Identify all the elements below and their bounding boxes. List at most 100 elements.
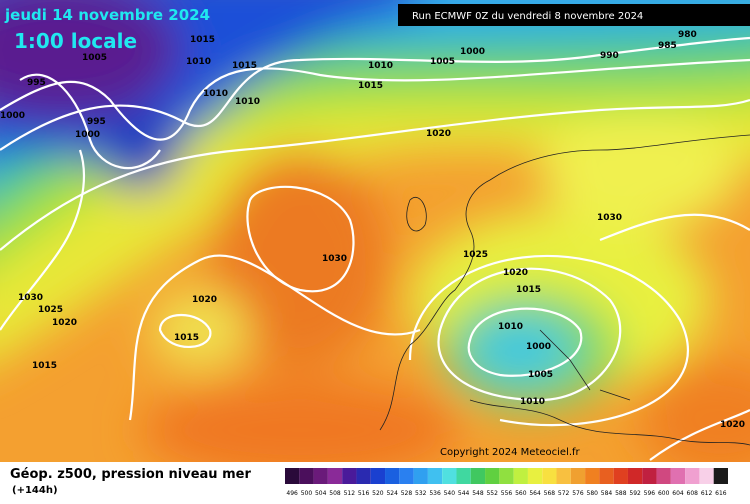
color-swatch xyxy=(327,468,343,484)
color-swatch xyxy=(456,468,471,484)
scale-label: 588 xyxy=(615,490,627,497)
color-swatch xyxy=(699,468,714,484)
scale-label: 532 xyxy=(415,490,427,497)
isobar-label: 1020 xyxy=(720,420,745,430)
isobar-label: 1015 xyxy=(358,81,383,91)
isobar-label: 1000 xyxy=(0,111,25,121)
scale-label: 504 xyxy=(315,490,327,497)
color-swatch xyxy=(685,468,700,484)
time: 1:00 locale xyxy=(14,29,137,53)
isobar-label: 1020 xyxy=(426,129,451,139)
scale-label: 600 xyxy=(658,490,670,497)
scale-label: 560 xyxy=(515,490,527,497)
isobar-label: 1000 xyxy=(460,47,485,57)
isobar-label: 1015 xyxy=(190,35,215,45)
color-swatch xyxy=(713,468,728,484)
color-swatch xyxy=(370,468,386,484)
date: jeudi 14 novembre 2024 xyxy=(4,6,210,24)
scale-label: 520 xyxy=(372,490,384,497)
isobar-label: 980 xyxy=(678,30,697,40)
scale-label: 604 xyxy=(672,490,684,497)
scale-label: 572 xyxy=(558,490,570,497)
color-swatch xyxy=(499,468,514,484)
color-swatch xyxy=(470,468,486,484)
scale-label: 512 xyxy=(344,490,356,497)
isobar-label: 1000 xyxy=(526,342,551,352)
scale-label: 568 xyxy=(544,490,556,497)
color-swatch xyxy=(513,468,528,484)
color-swatch xyxy=(542,468,557,484)
isobar-label: 1020 xyxy=(503,268,528,278)
scale-label: 592 xyxy=(629,490,641,497)
isobar-label: 1010 xyxy=(203,89,228,99)
color-swatch xyxy=(627,468,643,484)
coastlines xyxy=(379,134,750,446)
color-swatch xyxy=(670,468,686,484)
scale-label: 528 xyxy=(401,490,413,497)
isobar-label: 1025 xyxy=(38,305,63,315)
isobar-label: 990 xyxy=(600,51,619,61)
color-swatch xyxy=(313,468,328,484)
color-swatch xyxy=(427,468,443,484)
isobar-label: 1010 xyxy=(368,61,393,71)
scale-label: 616 xyxy=(715,490,727,497)
isobar-label: 1005 xyxy=(528,370,553,380)
color-swatch xyxy=(642,468,657,484)
scale-label: 524 xyxy=(386,490,398,497)
scale-label: 608 xyxy=(687,490,699,497)
isobar-label: 985 xyxy=(658,41,677,51)
scale-label: 612 xyxy=(701,490,713,497)
color-swatch xyxy=(442,468,457,484)
scale-label: 576 xyxy=(572,490,584,497)
isobar-label: 1010 xyxy=(235,97,260,107)
isobar-label: 1005 xyxy=(82,53,107,63)
footer-title: Géop. z500, pression niveau mer xyxy=(10,467,251,482)
scale-label: 508 xyxy=(329,490,341,497)
color-swatch xyxy=(285,468,300,484)
isobar-label: 1010 xyxy=(520,397,545,407)
isobars xyxy=(0,36,750,461)
footer-lead: (+144h) xyxy=(12,485,58,496)
scale-label: 536 xyxy=(429,490,441,497)
scale-label: 548 xyxy=(472,490,484,497)
copyright: Copyright 2024 Meteociel.fr xyxy=(440,447,581,458)
scale-label: 500 xyxy=(301,490,313,497)
scale-label: 556 xyxy=(501,490,513,497)
isobar-label: 1010 xyxy=(186,57,211,67)
isobar-label: 1020 xyxy=(52,318,77,328)
color-swatch xyxy=(413,468,428,484)
color-swatch xyxy=(613,468,628,484)
run-box xyxy=(398,4,750,26)
isobar-label: 1020 xyxy=(192,295,217,305)
isobar-label: 1015 xyxy=(32,361,57,371)
isobar-label: 1030 xyxy=(18,293,43,303)
color-swatch xyxy=(556,468,571,484)
isobar-label: 1030 xyxy=(597,213,622,223)
isobar-label: 995 xyxy=(87,117,106,127)
scale-label: 516 xyxy=(358,490,370,497)
scale-label: 552 xyxy=(486,490,498,497)
color-swatch xyxy=(656,468,671,484)
color-swatch xyxy=(570,468,586,484)
isobar-label: 1015 xyxy=(174,333,199,343)
isobar-label: 1015 xyxy=(232,61,257,71)
isobar-label: 1015 xyxy=(516,285,541,295)
isobar-label: 1030 xyxy=(322,254,347,264)
color-scale: 496 500 504 508 512 516 520 524 528 532 536 540 544 5… xyxy=(285,468,728,497)
isobar-label: 1000 xyxy=(75,130,100,140)
color-swatch xyxy=(399,468,414,484)
isobar-label: 1025 xyxy=(463,250,488,260)
run-info: Run ECMWF 0Z du vendredi 8 novembre 2024 xyxy=(412,11,643,22)
color-swatch xyxy=(299,468,314,484)
scale-label: 544 xyxy=(458,490,470,497)
scale-label: 584 xyxy=(601,490,613,497)
scale-label: 580 xyxy=(587,490,599,497)
color-swatch xyxy=(356,468,371,484)
scale-label: 564 xyxy=(529,490,541,497)
isobar-label: 1005 xyxy=(430,57,455,67)
color-swatch xyxy=(599,468,614,484)
color-swatch xyxy=(342,468,357,484)
